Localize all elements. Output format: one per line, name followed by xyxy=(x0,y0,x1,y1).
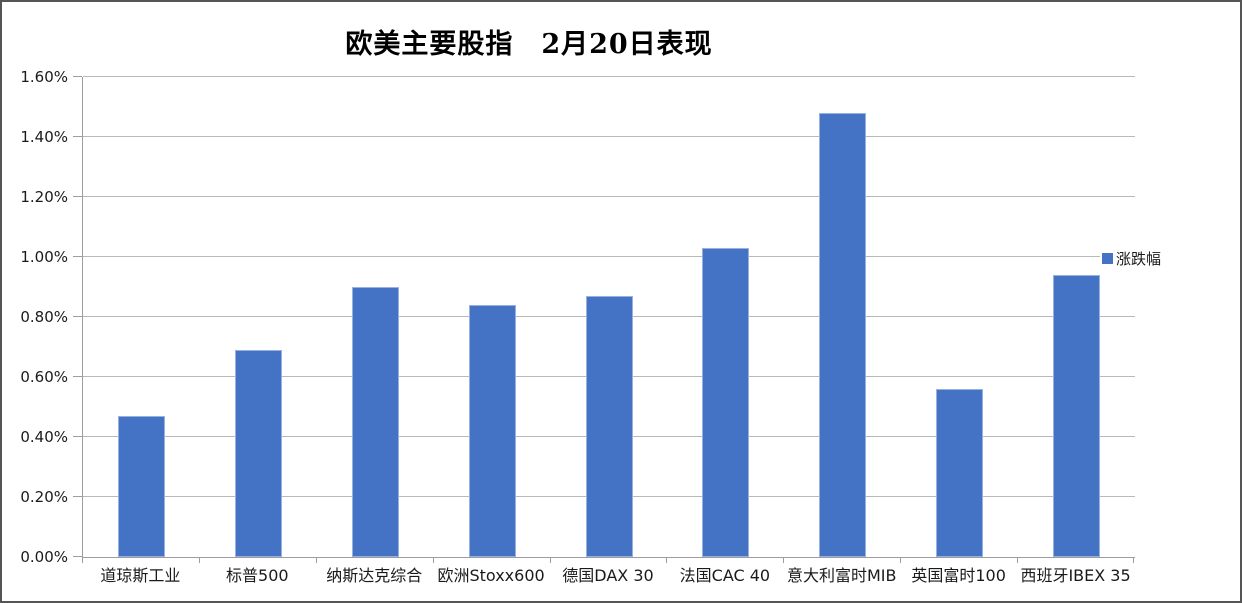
x-axis-label: 标普500 xyxy=(226,566,289,585)
legend: 涨跌幅 xyxy=(1100,247,1164,270)
x-axis-label: 英国富时100 xyxy=(911,566,1006,585)
bar xyxy=(351,287,399,557)
y-axis-tick xyxy=(73,196,82,197)
x-axis-label: 意大利富时MIB xyxy=(787,566,897,585)
bar xyxy=(702,248,750,557)
x-axis-tick xyxy=(1017,557,1019,563)
x-axis-label: 纳斯达克综合 xyxy=(326,566,423,585)
y-axis-tick xyxy=(73,256,82,257)
x-axis-label: 道琼斯工业 xyxy=(100,566,181,585)
y-axis-tick xyxy=(73,556,82,557)
y-axis-tick xyxy=(73,136,82,137)
bar xyxy=(1053,275,1101,557)
plot-area xyxy=(82,76,1135,558)
y-axis-tick xyxy=(73,436,82,437)
y-axis-tick xyxy=(73,316,82,317)
bar xyxy=(234,350,282,557)
x-axis-label: 欧洲Stoxx600 xyxy=(437,566,545,585)
y-axis-label: 0.80% xyxy=(20,308,68,326)
y-axis-tick xyxy=(73,376,82,377)
bar xyxy=(585,296,633,557)
y-axis-label: 0.60% xyxy=(20,368,68,386)
bar xyxy=(468,305,516,557)
gridline xyxy=(83,76,1135,77)
x-axis-label: 德国DAX 30 xyxy=(562,566,654,585)
bar xyxy=(117,416,165,557)
bar xyxy=(936,389,984,557)
x-axis-tick xyxy=(1133,557,1134,563)
x-axis-tick xyxy=(198,557,200,563)
x-axis-tick xyxy=(783,557,785,563)
bar xyxy=(819,113,867,557)
gridline xyxy=(83,256,1135,257)
legend-label: 涨跌幅 xyxy=(1116,250,1162,268)
y-axis-label: 1.60% xyxy=(20,68,68,86)
y-axis-label: 1.20% xyxy=(20,188,68,206)
x-axis-label: 法国CAC 40 xyxy=(679,566,771,585)
y-axis-label: 0.20% xyxy=(20,488,68,506)
x-axis-tick xyxy=(82,557,83,563)
x-axis-tick xyxy=(315,557,317,563)
x-axis-tick xyxy=(432,557,434,563)
gridline xyxy=(83,136,1135,137)
legend-swatch-icon xyxy=(1102,253,1113,264)
x-axis-tick xyxy=(900,557,902,563)
x-axis-tick xyxy=(666,557,668,563)
x-axis-label: 西班牙IBEX 35 xyxy=(1020,566,1131,585)
x-axis-tick xyxy=(549,557,551,563)
chart-title: 欧美主要股指 2月20日表现 xyxy=(345,29,713,60)
y-axis-label: 0.40% xyxy=(20,428,68,446)
y-axis-label: 1.40% xyxy=(20,128,68,146)
y-axis-label: 0.00% xyxy=(20,548,68,566)
y-axis-tick xyxy=(73,496,82,497)
y-axis-label: 1.00% xyxy=(20,248,68,266)
gridline xyxy=(83,196,1135,197)
y-axis-tick xyxy=(73,76,82,77)
